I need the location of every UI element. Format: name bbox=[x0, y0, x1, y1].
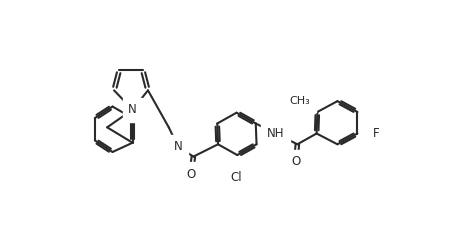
Text: N: N bbox=[173, 140, 182, 153]
Text: Cl: Cl bbox=[230, 171, 242, 184]
Text: O: O bbox=[186, 168, 195, 181]
Text: F: F bbox=[373, 127, 379, 140]
Text: NH: NH bbox=[267, 127, 284, 140]
Text: CH₃: CH₃ bbox=[289, 96, 309, 106]
Text: N: N bbox=[128, 103, 137, 116]
Text: O: O bbox=[291, 155, 300, 168]
